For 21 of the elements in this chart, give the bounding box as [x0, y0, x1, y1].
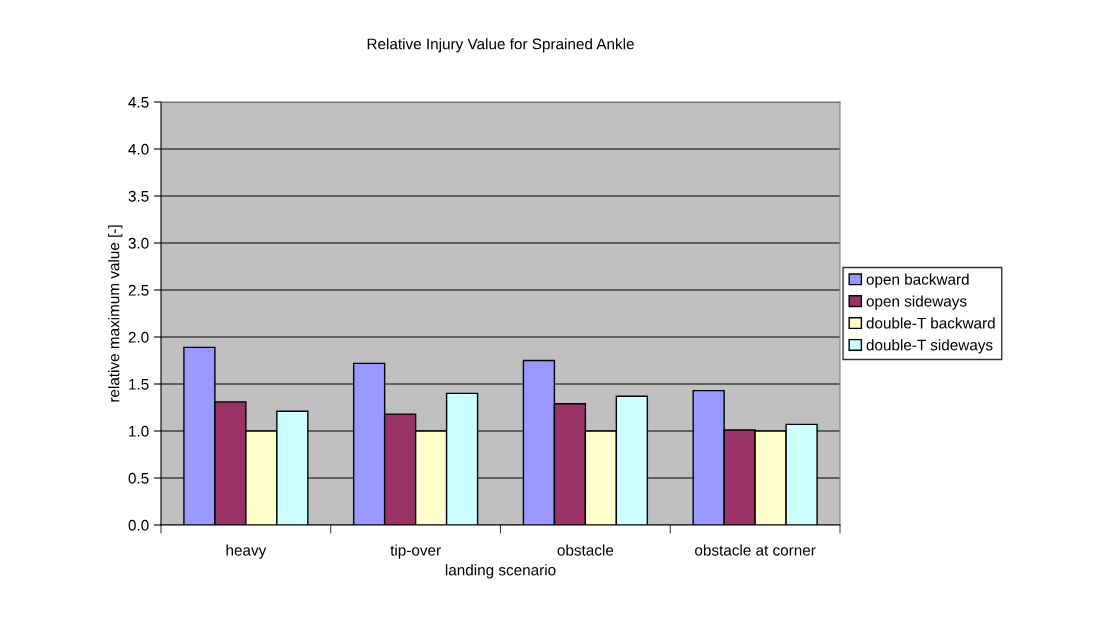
x-tick-label: tip-over [390, 544, 441, 559]
y-tick-label: 2.5 [128, 284, 149, 296]
y-tick-label: 4.5 [128, 97, 149, 108]
y-axis-title: relative maximum value [-] [108, 225, 123, 402]
y-tick-label: 3.0 [128, 237, 149, 249]
legend-label: double-T sideways [866, 339, 993, 354]
legend-label: open sideways [866, 295, 967, 310]
x-tick-label: obstacle at corner [695, 544, 816, 556]
x-tick-label: obstacle [557, 544, 614, 556]
x-axis-title: landing scenario [445, 564, 556, 579]
y-tick-label: 3.5 [128, 190, 149, 202]
y-tick-label: 1.5 [129, 379, 149, 390]
y-tick-label: 0.5 [128, 472, 149, 484]
y-tick-label: 4.0 [128, 143, 149, 155]
y-tick-label: 0.0 [128, 519, 149, 531]
chart-title: Relative Injury Value for Sprained Ankle [367, 38, 634, 53]
y-tick-label: 2.0 [128, 331, 149, 343]
legend-label: open backward [866, 273, 969, 288]
x-tick-label: heavy [226, 544, 267, 559]
y-tick-label: 1.0 [129, 425, 149, 437]
legend-label: double-T backward [866, 317, 995, 329]
